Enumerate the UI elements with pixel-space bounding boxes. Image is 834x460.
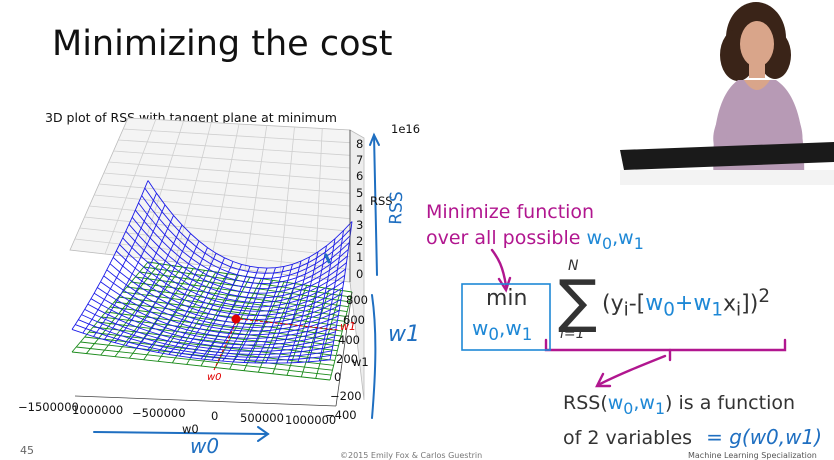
w1-tick: 0 [334,370,342,384]
sum-upper-limit: N [568,258,579,274]
handwritten-w1: w1 [388,322,420,347]
rss-note: RSS(w0,w1) is a function of 2 variables … [563,389,822,452]
min-box [461,283,551,351]
sum-lower-limit: i=1 [560,326,585,342]
rss-tick: 6 [356,169,364,184]
rss-surface [71,180,353,364]
w0-axis-label: w0 [182,422,199,436]
rss-note-pre: RSS( [563,392,608,414]
rss-tick: 3 [356,218,364,232]
presenter-video [610,0,834,185]
slide-title: Minimizing the cost [52,24,393,64]
w0-tick: 500000 [240,411,284,425]
rss-tick: 2 [356,234,364,249]
magenta-strokes [490,248,787,388]
w0-tick: 0 [211,409,219,423]
rss-tick: 8 [356,137,364,151]
w0-tick: 1000000 [285,413,337,427]
w1-tick: 400 [338,333,360,347]
pen-arrow-rss [373,134,378,276]
arrow-to-rss [598,354,667,386]
course-name: Machine Learning Specialization [688,451,817,460]
plot-title: 3D plot of RSS with tangent plane at min… [45,110,337,125]
w1-tick: −200 [330,389,362,403]
sum-symbol: ∑ [558,267,598,335]
min-subscript: w0,w1 [472,316,533,344]
red-w1-label: w1 [340,320,356,333]
w1-tick: −400 [325,408,357,422]
w0-tick: 1000000 [72,403,124,417]
rss-tick: 4 [356,201,364,216]
w1-tick: 200 [336,352,358,366]
handwritten-g: = g(w0,w1) [706,424,823,449]
minimize-note-vars: w0,w1 [586,227,644,253]
formula-bracket [544,338,787,352]
rss-note-vars: w0,w1 [607,392,666,418]
rss-tick: 5 [356,185,364,200]
w1-axis-label: w1 [352,355,369,369]
w1-tick: 600 [343,313,365,327]
plot-back-panes [69,117,365,401]
arrow-to-min [490,248,508,288]
copyright: ©2015 Emily Fox & Carlos Guestrin [340,451,483,460]
pen-arrow-w0 [93,431,269,435]
rss-axis-label: RSS [370,194,393,208]
w0-tick: −500000 [132,406,186,420]
rss-note-line2: of 2 variables [563,426,693,449]
red-dashed-w0 [213,321,237,371]
handwritten-w0: w0 [190,434,220,458]
red-w0-label: w0 [207,372,222,383]
rss-tick: 0 [356,266,364,281]
min-label: min [486,286,528,311]
w0-tick: −1500000 [18,400,79,414]
formula-expression: (yi-[w0+w1xi])2 [602,286,770,321]
minimum-point [231,314,241,324]
red-dashed-w1 [239,318,339,331]
minimize-note-line2: over all possible [426,227,581,249]
page-number: 45 [20,444,34,457]
minimize-note: Minimize function over all possible w0,w… [426,199,644,257]
rss-note-post: ) is a function [665,392,796,414]
pen-strokes [93,132,380,442]
rss-tick: 1 [356,250,364,265]
rss-tick: 7 [356,153,364,168]
handwritten-rss: RSS [386,190,408,226]
rss-exponent: 1e16 [391,122,421,136]
pen-line-w1 [371,294,377,419]
minimize-note-line1: Minimize function [426,201,595,223]
w1-tick: 800 [346,293,368,307]
